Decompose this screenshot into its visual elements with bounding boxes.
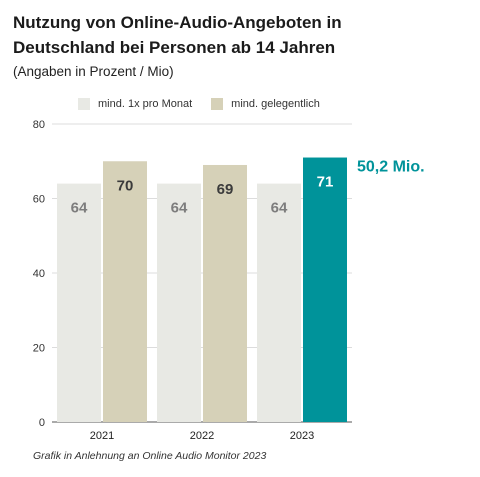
y-tick-label-60: 60 (33, 194, 45, 206)
bar-monthly-2023 (257, 183, 301, 422)
legend-swatch-occasional (211, 98, 224, 110)
bar-monthly-2021 (57, 183, 101, 422)
y-tick-label-0: 0 (39, 417, 45, 429)
legend-item-monthly: mind. 1x pro Monat (78, 98, 192, 110)
annotation-2023: 50,2 Mio. (357, 159, 425, 176)
legend: mind. 1x pro Monat mind. gelegentlich (78, 98, 339, 110)
bar-labels: 64 70 64 69 64 71 (71, 174, 334, 217)
y-tick-label-20: 20 (33, 343, 45, 355)
y-tick-label-80: 80 (33, 119, 45, 131)
bars (57, 157, 347, 422)
legend-swatch-monthly (78, 98, 90, 110)
x-tick-label-2023: 2023 (290, 430, 314, 442)
y-axis-ticks: 0 20 40 60 80 (33, 119, 45, 429)
legend-item-occasional: mind. gelegentlich (211, 98, 320, 110)
chart-subtitle: (Angaben in Prozent / Mio) (13, 64, 174, 79)
chart-title: Nutzung von Online-Audio-Angeboten in De… (13, 13, 342, 57)
bar-value-label-monthly-2022: 64 (171, 200, 188, 217)
legend-label-monthly: mind. 1x pro Monat (98, 98, 193, 110)
gridlines (52, 123, 352, 423)
bar-occasional-2021 (103, 161, 147, 422)
bar-value-label-monthly-2021: 64 (71, 200, 88, 217)
bar-value-label-occasional-2022: 69 (217, 181, 234, 198)
x-axis-ticks: 2021 2022 2023 (90, 430, 314, 442)
bar-value-label-monthly-2023: 64 (271, 200, 288, 217)
bar-monthly-2022 (157, 183, 201, 422)
source-note: Grafik in Anlehnung an Online Audio Moni… (33, 450, 267, 462)
x-tick-label-2022: 2022 (190, 430, 214, 442)
bar-occasional-2022 (203, 164, 247, 422)
bar-value-label-occasional-2023: 71 (317, 174, 334, 191)
y-tick-label-40: 40 (33, 268, 45, 280)
bar-value-label-occasional-2021: 70 (117, 177, 134, 194)
x-tick-label-2021: 2021 (90, 430, 114, 442)
legend-label-occasional: mind. gelegentlich (231, 98, 320, 110)
bar-occasional-2023 (303, 157, 347, 422)
